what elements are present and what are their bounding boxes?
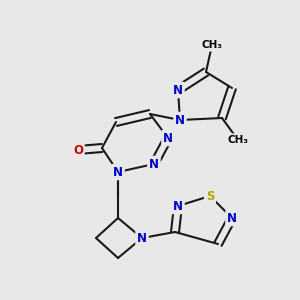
Text: S: S — [206, 190, 214, 202]
Text: N: N — [149, 158, 159, 170]
Text: N: N — [173, 83, 183, 97]
Text: N: N — [163, 131, 173, 145]
Text: N: N — [227, 212, 237, 224]
Text: CH₃: CH₃ — [227, 135, 248, 145]
Text: N: N — [175, 113, 185, 127]
Text: N: N — [137, 232, 147, 244]
Text: CH₃: CH₃ — [202, 40, 223, 50]
Text: N: N — [173, 200, 183, 212]
Text: N: N — [113, 166, 123, 178]
Text: O: O — [73, 143, 83, 157]
